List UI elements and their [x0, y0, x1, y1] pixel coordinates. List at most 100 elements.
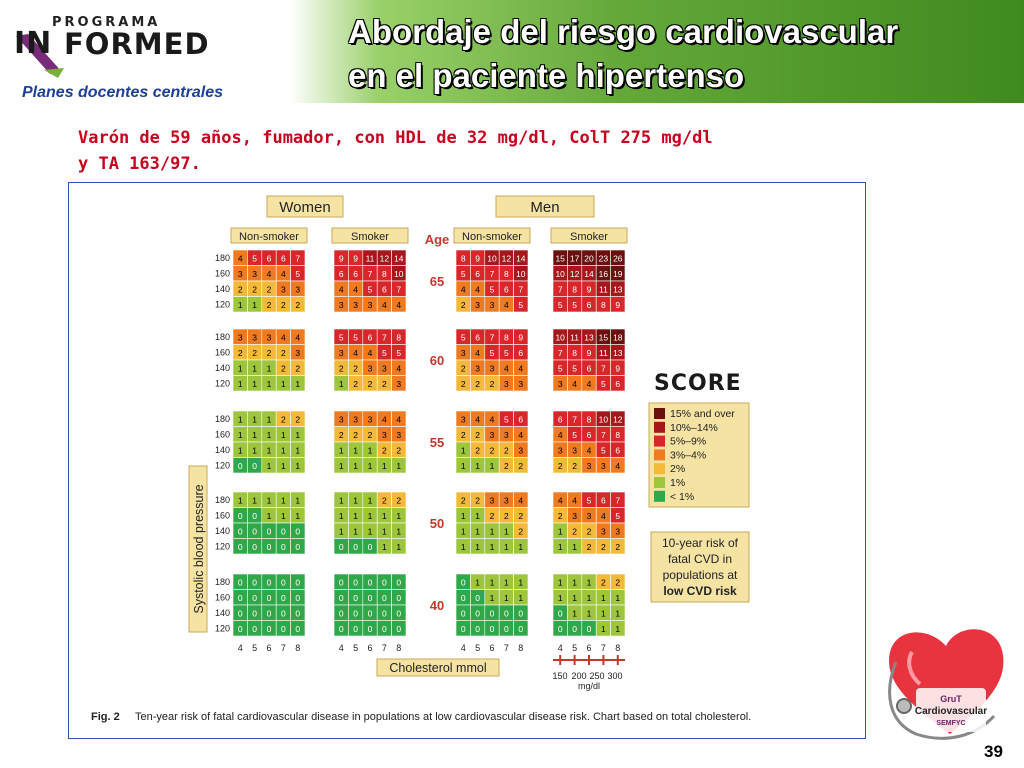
- risk-cell-value: 15: [599, 333, 609, 343]
- risk-cell-value: 1: [461, 511, 466, 521]
- risk-cell-value: 1: [339, 461, 344, 471]
- risk-cell-value: 2: [353, 430, 358, 440]
- risk-cell-value: 1: [572, 542, 577, 552]
- risk-cell-value: 0: [295, 542, 300, 552]
- risk-cell-value: 3: [368, 300, 373, 310]
- risk-cell-value: 0: [475, 624, 480, 634]
- risk-cell-value: 1: [252, 364, 257, 374]
- risk-cell-value: 2: [490, 379, 495, 389]
- sbp-tick-label: 180: [215, 253, 230, 263]
- risk-cell-value: 0: [281, 527, 286, 537]
- sbp-tick-label: 180: [215, 332, 230, 342]
- legend-label: 5%–9%: [670, 436, 706, 448]
- risk-cell-value: 0: [267, 578, 272, 588]
- risk-cell-value: 1: [475, 461, 480, 471]
- risk-cell: [391, 620, 407, 637]
- risk-cell: [610, 296, 626, 313]
- cholesterol-tick-label: 8: [295, 643, 300, 653]
- risk-cell-value: 1: [281, 496, 286, 506]
- risk-cell-value: 26: [613, 254, 623, 264]
- risk-cell-value: 2: [461, 496, 466, 506]
- cholesterol-tick-label: 5: [252, 643, 257, 653]
- risk-cell-value: 2: [504, 446, 509, 456]
- risk-cell-value: 1: [339, 511, 344, 521]
- risk-cell-value: 2: [475, 446, 480, 456]
- risk-cell-value: 6: [475, 269, 480, 279]
- sbp-tick-label: 180: [215, 414, 230, 424]
- risk-cell-value: 9: [587, 285, 592, 295]
- cholesterol-tick-label: 4: [238, 643, 243, 653]
- risk-cell-value: 0: [475, 593, 480, 603]
- risk-cell-value: 4: [396, 415, 401, 425]
- risk-cell-value: 3: [518, 446, 523, 456]
- risk-cell-value: 4: [295, 333, 300, 343]
- mgdl-tick-label: 300: [607, 671, 622, 681]
- cholesterol-tick-label: 4: [461, 643, 466, 653]
- risk-cell-value: 4: [558, 430, 563, 440]
- x-axis-label: Cholesterol mmol: [389, 661, 486, 675]
- risk-cell-value: 0: [295, 609, 300, 619]
- risk-cell-value: 3: [382, 364, 387, 374]
- risk-cell-value: 1: [490, 461, 495, 471]
- risk-cell-value: 5: [339, 333, 344, 343]
- risk-cell-value: 1: [281, 511, 286, 521]
- risk-cell-value: 3: [490, 300, 495, 310]
- score-chart: Women Men Non-smoker Smoker Non-smoker Smoker…: [91, 195, 751, 723]
- risk-cell-value: 6: [615, 379, 620, 389]
- risk-cell-value: 3: [238, 269, 243, 279]
- risk-cell-value: 0: [558, 609, 563, 619]
- risk-cell-value: 6: [587, 430, 592, 440]
- case-description: Varón de 59 años, fumador, con HDL de 32…: [78, 125, 938, 177]
- risk-cell-value: 4: [475, 285, 480, 295]
- sbp-tick-label: 160: [215, 269, 230, 279]
- risk-cell-value: 1: [267, 511, 272, 521]
- risk-cell-value: 1: [475, 511, 480, 521]
- risk-cell-value: 0: [353, 578, 358, 588]
- risk-cell-value: 1: [252, 300, 257, 310]
- risk-cell-value: 3: [353, 415, 358, 425]
- cholesterol-tick-label: 7: [601, 643, 606, 653]
- risk-cell-value: 1: [601, 609, 606, 619]
- risk-cell-value: 10: [555, 333, 565, 343]
- risk-cell-value: 2: [504, 511, 509, 521]
- sbp-tick-label: 140: [215, 284, 230, 294]
- risk-cell-value: 2: [295, 415, 300, 425]
- risk-cell-value: 5: [615, 511, 620, 521]
- risk-cell: [513, 457, 529, 474]
- risk-cell-value: 2: [601, 578, 606, 588]
- risk-cell: [391, 296, 407, 313]
- cholesterol-tick-label: 8: [615, 643, 620, 653]
- legend-box: [648, 402, 750, 508]
- risk-cell-value: 5: [504, 348, 509, 358]
- risk-cell-value: 10: [487, 254, 497, 264]
- risk-cell-value: 0: [504, 624, 509, 634]
- risk-cell-value: 0: [267, 593, 272, 603]
- risk-cell-value: 4: [382, 415, 387, 425]
- risk-cell-value: 1: [267, 461, 272, 471]
- risk-cell-value: 10: [555, 269, 565, 279]
- risk-cell-value: 1: [238, 364, 243, 374]
- risk-cell-value: 6: [382, 285, 387, 295]
- risk-cell-value: 7: [615, 496, 620, 506]
- risk-cell: [290, 620, 306, 637]
- risk-cell-value: 1: [382, 511, 387, 521]
- risk-cell-value: 0: [295, 593, 300, 603]
- sbp-tick-label: 180: [215, 495, 230, 505]
- risk-cell-value: 0: [382, 593, 387, 603]
- risk-cell-value: 5: [461, 269, 466, 279]
- risk-cell-value: 0: [368, 542, 373, 552]
- risk-cell-value: 1: [601, 593, 606, 603]
- risk-cell-value: 2: [587, 542, 592, 552]
- risk-cell-value: 10: [394, 269, 404, 279]
- score-logo: SCORE: [654, 371, 742, 396]
- risk-cell-value: 4: [518, 430, 523, 440]
- risk-cell-value: 7: [295, 254, 300, 264]
- risk-cell-value: 2: [461, 300, 466, 310]
- risk-cell-value: 1: [572, 578, 577, 588]
- sbp-tick-label: 160: [215, 593, 230, 603]
- risk-cell-value: 4: [572, 496, 577, 506]
- risk-cell: [513, 296, 529, 313]
- risk-cell-value: 8: [615, 430, 620, 440]
- risk-cell-value: 1: [295, 511, 300, 521]
- risk-cell-value: 0: [252, 593, 257, 603]
